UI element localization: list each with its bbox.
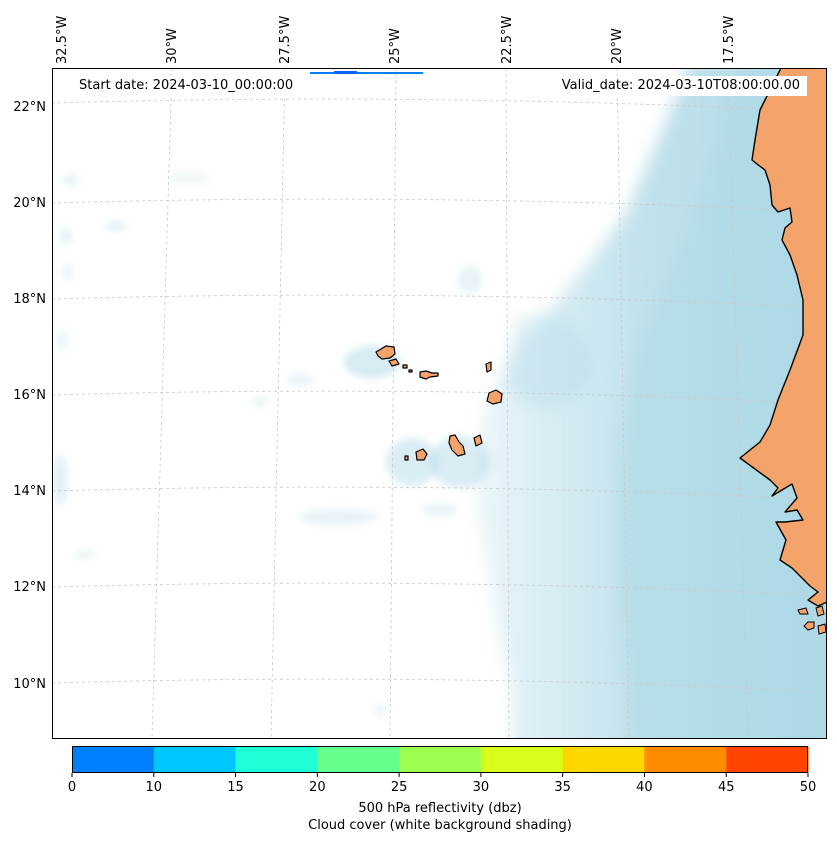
lat-label: 14°N bbox=[13, 484, 46, 499]
lon-label: 20°W bbox=[610, 28, 625, 64]
colorbar-segment bbox=[153, 746, 237, 773]
island-brava bbox=[404, 455, 409, 461]
longitude-labels: 32.5°W 30°W 27.5°W 25°W 22.5°W 20°W 17.5… bbox=[55, 16, 737, 64]
map-content bbox=[52, 68, 827, 739]
colorbar-tick-label: 15 bbox=[227, 780, 244, 795]
colorbar-tick-label: 10 bbox=[146, 780, 163, 795]
colorbar-tick-label: 30 bbox=[473, 780, 490, 795]
colorbar-segment bbox=[72, 746, 155, 773]
cape-verde-islands bbox=[375, 345, 503, 461]
cloud-cover-shading bbox=[476, 68, 827, 739]
lon-label: 25°W bbox=[388, 28, 403, 64]
colorbar-segment bbox=[480, 746, 564, 773]
graticule bbox=[52, 68, 827, 739]
latitude-labels: 22°N 20°N 18°N 16°N 14°N 12°N 10°N bbox=[13, 100, 46, 692]
lat-label: 20°N bbox=[13, 196, 46, 211]
colorbar-tick-label: 40 bbox=[636, 780, 653, 795]
colorbar-tick-label: 50 bbox=[800, 780, 817, 795]
colorbar-segment bbox=[726, 746, 809, 773]
lon-label: 27.5°W bbox=[278, 16, 293, 64]
island-sao-nicolau bbox=[419, 370, 439, 380]
valid-date-label: Valid_date: 2024-03-10T08:00:00.00 bbox=[554, 76, 807, 96]
scattered-clouds bbox=[52, 172, 490, 715]
colorbar-segment bbox=[317, 746, 400, 773]
colorbar bbox=[72, 746, 809, 773]
reflectivity-strip-core bbox=[334, 71, 357, 74]
colorbar-tick-label: 45 bbox=[718, 780, 735, 795]
lat-label: 18°N bbox=[13, 292, 46, 307]
colorbar-tick-label: 20 bbox=[309, 780, 326, 795]
island-santo-antao bbox=[375, 345, 396, 360]
lat-label: 22°N bbox=[13, 100, 46, 115]
african-coast-land bbox=[739, 68, 827, 607]
lon-label: 32.5°W bbox=[55, 16, 70, 64]
lon-label: 17.5°W bbox=[722, 16, 737, 64]
island-sal bbox=[485, 361, 492, 373]
colorbar-tick-label: 0 bbox=[68, 780, 76, 795]
colorbar-tick-label: 25 bbox=[391, 780, 408, 795]
island-santa-luzia bbox=[402, 364, 408, 369]
reflectivity-strip bbox=[310, 72, 423, 74]
colorbar-sublabel: Cloud cover (white background shading) bbox=[308, 818, 572, 833]
colorbar-segment bbox=[644, 746, 727, 773]
island-santiago bbox=[448, 434, 466, 457]
colorbar-segment bbox=[399, 746, 482, 773]
colorbar-label: 500 hPa reflectivity (dbz) bbox=[358, 801, 522, 816]
island-boa-vista bbox=[486, 389, 503, 405]
lat-label: 12°N bbox=[13, 580, 46, 595]
lat-label: 16°N bbox=[13, 388, 46, 403]
island-sao-vicente bbox=[388, 358, 400, 367]
start-date-label: Start date: 2024-03-10_00:00:00 bbox=[72, 76, 301, 96]
colorbar-segment bbox=[562, 746, 645, 773]
colorbar-frame bbox=[72, 746, 808, 773]
island-maio bbox=[473, 434, 483, 447]
colorbar-segment bbox=[235, 746, 318, 773]
lon-label: 22.5°W bbox=[500, 16, 515, 64]
colorbar-ticks: 0 10 15 20 25 30 35 40 45 50 bbox=[68, 773, 816, 795]
colorbar-tick-label: 35 bbox=[554, 780, 571, 795]
lat-label: 10°N bbox=[13, 677, 46, 692]
island-fogo bbox=[415, 448, 428, 461]
lon-label: 30°W bbox=[165, 28, 180, 64]
island-raso bbox=[408, 369, 413, 373]
map-frame bbox=[52, 68, 827, 739]
